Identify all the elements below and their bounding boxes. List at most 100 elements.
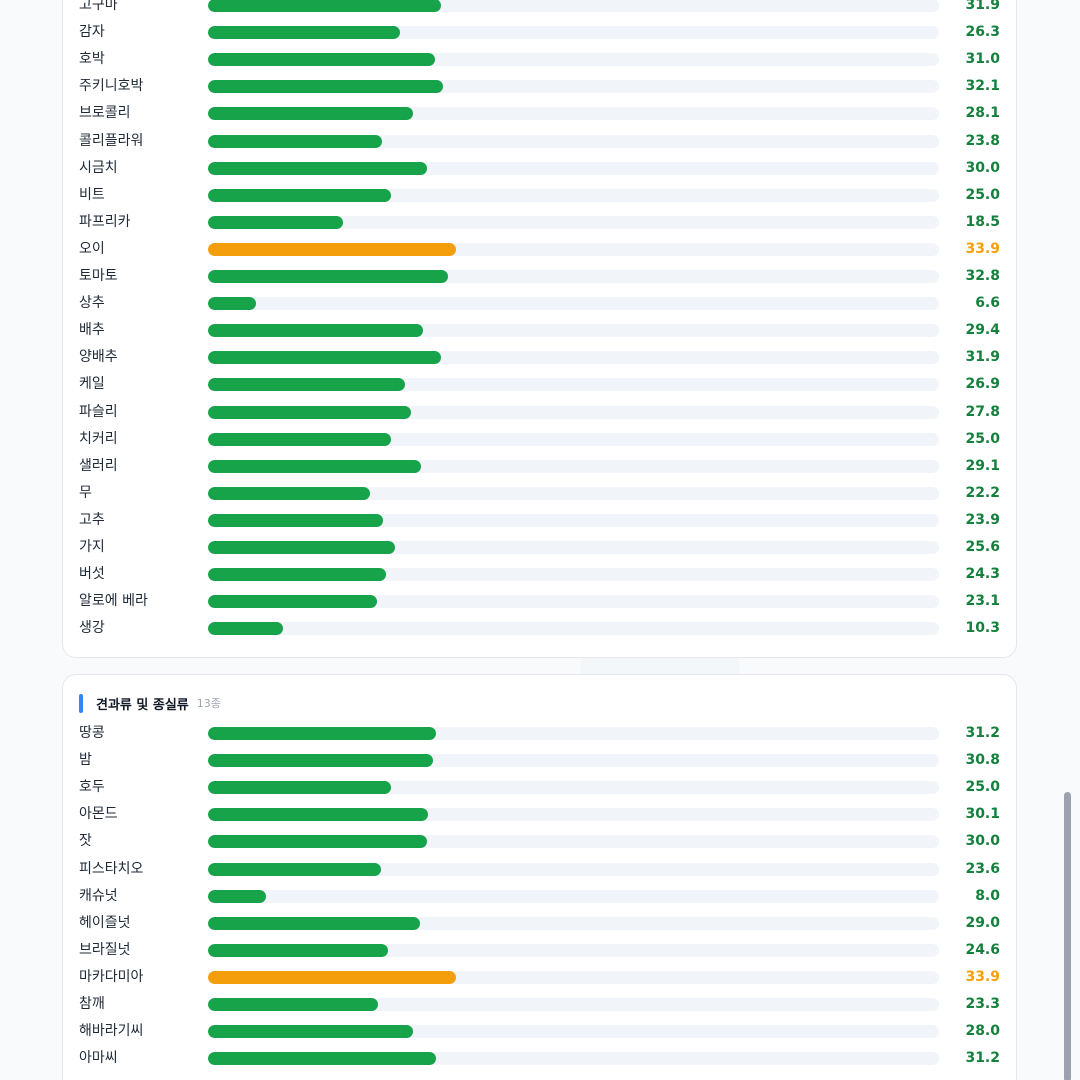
bar-row: 고구마 31.9 — [62, 0, 1017, 19]
bar-row: 주키니호박 32.1 — [62, 73, 1017, 100]
item-name: 비트 — [79, 186, 105, 203]
nuts-card: 견과류 및 종실류 13종 — [62, 674, 1017, 1080]
item-value: 27.8 — [965, 403, 1000, 420]
bar-fill — [208, 541, 396, 554]
item-value: 31.2 — [965, 725, 1000, 741]
bar-track — [208, 134, 939, 148]
bar-track — [208, 513, 939, 527]
item-name: 밤 — [79, 752, 92, 769]
bar-fill — [208, 781, 391, 795]
bar-row: 상추 6.6 — [62, 290, 1017, 317]
bar-row: 무 22.2 — [62, 480, 1017, 507]
bar-track — [208, 215, 939, 229]
bar-row: 헤이즐넛 29.0 — [62, 910, 1017, 937]
bar-track — [208, 378, 939, 392]
item-value: 31.2 — [965, 1050, 1000, 1067]
bar-fill — [208, 26, 401, 40]
item-value: 24.6 — [965, 941, 1000, 958]
bar-row: 배추 29.4 — [62, 317, 1017, 344]
bar-fill — [208, 998, 379, 1011]
item-value: 8.0 — [975, 887, 1000, 904]
item-name: 치커리 — [79, 430, 118, 447]
item-value: 28.0 — [965, 1023, 1000, 1040]
item-value: 33.9 — [965, 240, 1000, 257]
item-name: 피스타치오 — [79, 860, 144, 877]
item-name: 상추 — [79, 295, 105, 312]
item-name: 양배추 — [79, 349, 118, 366]
bar-track — [208, 781, 939, 795]
item-value: 23.1 — [965, 593, 1000, 610]
bar-row: 시금치 30.0 — [62, 155, 1017, 182]
item-value: 18.5 — [965, 213, 1000, 230]
item-value: 30.0 — [965, 159, 1000, 176]
item-value: 23.3 — [965, 996, 1000, 1012]
bar-track — [208, 1025, 939, 1039]
item-value: 25.6 — [965, 539, 1000, 555]
item-value: 23.8 — [965, 132, 1000, 149]
bar-row: 치커리 25.0 — [62, 426, 1017, 453]
bar-track — [208, 754, 939, 768]
bar-fill — [208, 297, 257, 311]
item-name: 배추 — [79, 322, 105, 339]
bar-fill — [208, 188, 391, 202]
bar-fill — [208, 459, 421, 473]
item-value: 32.8 — [965, 268, 1000, 284]
item-value: 29.4 — [965, 322, 1000, 339]
bar-fill — [208, 351, 442, 365]
bar-row: 알로에 베라 23.1 — [62, 588, 1017, 615]
item-name: 버섯 — [79, 566, 105, 583]
bar-fill — [208, 727, 437, 740]
item-value: 30.1 — [965, 806, 1000, 823]
item-value: 28.1 — [965, 105, 1000, 122]
item-value: 6.6 — [975, 295, 1000, 312]
category-count: 13종 — [196, 697, 221, 710]
item-name: 가지 — [79, 539, 105, 555]
category-title: 견과류 및 종실류 — [96, 697, 189, 713]
bar-fill — [208, 808, 429, 822]
bar-track — [208, 324, 939, 338]
bar-fill — [208, 916, 420, 930]
nuts-card-header: 견과류 및 종실류 13종 — [79, 693, 221, 713]
bar-track — [208, 808, 939, 822]
bar-fill — [208, 0, 442, 12]
item-name: 호박 — [79, 51, 105, 68]
bar-fill — [208, 1052, 437, 1066]
item-value: 31.0 — [965, 51, 1000, 68]
bar-fill — [208, 107, 414, 121]
bar-fill — [208, 513, 383, 527]
item-name: 알로에 베라 — [79, 593, 148, 610]
bar-fill — [208, 862, 381, 876]
bar-row: 호두 25.0 — [62, 774, 1017, 801]
bar-fill — [208, 754, 434, 768]
item-value: 24.3 — [965, 566, 1000, 583]
item-name: 참깨 — [79, 996, 105, 1012]
bar-track — [208, 242, 939, 256]
item-value: 32.1 — [965, 78, 1000, 95]
item-name: 무 — [79, 484, 92, 501]
bar-row: 가지 25.6 — [62, 534, 1017, 561]
bar-row: 땅콩 31.2 — [62, 720, 1017, 747]
bar-fill — [208, 242, 456, 256]
item-name: 헤이즐넛 — [79, 914, 131, 931]
bar-track — [208, 188, 939, 202]
item-name: 샐러리 — [79, 457, 118, 474]
bar-row: 아몬드 30.1 — [62, 801, 1017, 828]
bar-row: 파슬리 27.8 — [62, 399, 1017, 426]
bar-fill — [208, 215, 344, 229]
bar-track — [208, 432, 939, 446]
bar-row: 파프리카 18.5 — [62, 209, 1017, 236]
item-name: 호두 — [79, 779, 105, 796]
bar-track — [208, 622, 939, 636]
bar-track — [208, 541, 939, 554]
bar-fill — [208, 432, 391, 446]
item-value: 29.1 — [965, 457, 1000, 474]
bar-track — [208, 297, 939, 311]
scrollbar-thumb[interactable] — [1064, 792, 1071, 1080]
item-name: 생강 — [79, 620, 105, 637]
bar-row: 브로콜리 28.1 — [62, 100, 1017, 127]
bar-fill — [208, 970, 456, 984]
item-name: 아마씨 — [79, 1050, 118, 1067]
item-value: 31.9 — [965, 349, 1000, 366]
bar-track — [208, 970, 939, 984]
bar-fill — [208, 270, 448, 283]
